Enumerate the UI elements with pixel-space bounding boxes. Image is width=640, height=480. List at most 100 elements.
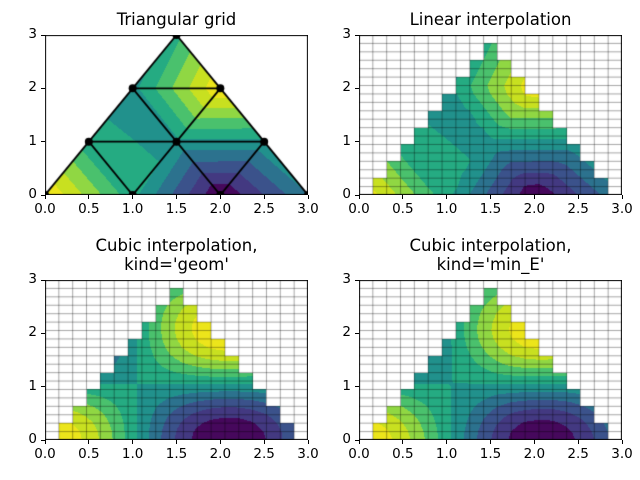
- x-tick-mark: [176, 195, 177, 199]
- x-tick-mark: [132, 195, 134, 199]
- y-tick-mark: [355, 386, 359, 388]
- y-tick-mark: [41, 141, 45, 143]
- subplot-cubic-min-e: Cubic interpolation, kind='min_E' 0.0 0.5…: [342, 236, 632, 462]
- x-tick-label: 0.0: [348, 201, 370, 217]
- y-tick-label: 2: [342, 79, 351, 96]
- subplot-title: Triangular grid: [116, 10, 237, 29]
- x-tick-mark: [263, 440, 265, 444]
- y-tick-mark: [41, 386, 45, 388]
- y-tick-mark: [41, 194, 45, 196]
- x-tick-label: 1.0: [121, 201, 144, 217]
- x-tick-label: 0.5: [392, 446, 414, 462]
- x-tick-label: 0.5: [78, 201, 100, 217]
- contour-plot-canvas: [45, 35, 308, 195]
- x-tick-label: 2.0: [209, 446, 232, 462]
- x-tick-label: 1.0: [435, 201, 458, 217]
- x-tick-mark: [358, 440, 360, 444]
- x-tick-label: 3.0: [611, 446, 633, 462]
- x-tick-label: 1.5: [479, 446, 502, 462]
- x-tick-label: 2.0: [523, 446, 546, 462]
- x-tick-mark: [621, 440, 623, 444]
- y-tick-label: 3: [342, 271, 351, 287]
- x-tick-mark: [44, 195, 46, 199]
- x-tick-label: 0.0: [34, 446, 56, 462]
- x-tick-label: 0.0: [348, 446, 370, 462]
- x-tick-mark: [490, 195, 491, 199]
- y-tick-mark: [41, 279, 45, 281]
- y-tick-mark: [355, 141, 359, 143]
- x-tick-label: 0.5: [78, 446, 100, 462]
- subplot-title: Cubic interpolation, kind='geom': [95, 236, 258, 274]
- x-tick-mark: [533, 195, 535, 199]
- x-tick-mark: [402, 195, 404, 199]
- subplot-title: Linear interpolation: [409, 10, 572, 29]
- y-tick-label: 0: [28, 186, 37, 202]
- subplot-cubic-geom: Cubic interpolation, kind='geom' 0.0 0.5 1…: [28, 236, 318, 462]
- x-tick-mark: [307, 440, 309, 444]
- x-tick-mark: [358, 195, 360, 199]
- y-tick-mark: [355, 34, 359, 36]
- y-tick-mark: [355, 279, 359, 281]
- x-tick-mark: [219, 195, 221, 199]
- y-tick-label: 1: [342, 132, 351, 149]
- subplot-linear-interpolation: Linear interpolation 0.0 0.5 1.0 1.5 2.0 2.5 3…: [342, 10, 632, 217]
- subplot-triangular-grid: Triangular grid 0.0 0.5 1.0 1.5 2.0 2.5 3.0 0 1 2…: [28, 10, 318, 217]
- y-tick-label: 3: [342, 26, 351, 42]
- x-tick-mark: [490, 440, 491, 444]
- y-tick-mark: [41, 332, 45, 334]
- y-tick-mark: [355, 332, 359, 334]
- y-tick-label: 2: [342, 324, 351, 341]
- x-tick-label: 1.0: [435, 446, 458, 462]
- x-tick-label: 0.5: [392, 201, 414, 217]
- y-tick-mark: [355, 87, 359, 89]
- x-tick-label: 3.0: [611, 201, 633, 217]
- x-tick-mark: [307, 195, 309, 199]
- y-tick-label: 0: [342, 431, 351, 447]
- y-tick-mark: [41, 34, 45, 36]
- x-tick-label: 1.5: [165, 446, 188, 462]
- x-tick-label: 2.5: [253, 201, 275, 217]
- x-tick-mark: [44, 440, 46, 444]
- x-tick-mark: [446, 195, 448, 199]
- y-tick-label: 2: [28, 324, 37, 341]
- x-tick-label: 1.0: [121, 446, 144, 462]
- x-tick-mark: [621, 195, 623, 199]
- x-tick-label: 1.5: [165, 201, 188, 217]
- x-tick-mark: [446, 440, 448, 444]
- contour-plot-canvas: [359, 35, 622, 195]
- y-tick-label: 1: [28, 377, 37, 394]
- x-tick-mark: [577, 195, 579, 199]
- x-tick-mark: [88, 195, 90, 199]
- x-tick-label: 0.0: [34, 201, 56, 217]
- x-tick-mark: [533, 440, 535, 444]
- contour-plot-canvas: [359, 280, 622, 440]
- y-tick-label: 2: [28, 79, 37, 96]
- x-tick-label: 3.0: [297, 201, 319, 217]
- x-tick-label: 2.5: [567, 446, 589, 462]
- x-tick-mark: [263, 195, 265, 199]
- subplot-title: Cubic interpolation, kind='min_E': [409, 236, 572, 274]
- x-tick-mark: [88, 440, 90, 444]
- y-tick-label: 0: [28, 431, 37, 447]
- y-tick-label: 3: [28, 271, 37, 287]
- y-tick-mark: [41, 87, 45, 89]
- x-tick-mark: [577, 440, 579, 444]
- x-tick-label: 2.5: [567, 201, 589, 217]
- y-tick-mark: [355, 439, 359, 441]
- y-tick-mark: [355, 194, 359, 196]
- x-tick-mark: [132, 440, 134, 444]
- y-tick-label: 1: [342, 377, 351, 394]
- x-tick-label: 2.5: [253, 446, 275, 462]
- contour-plot-canvas: [45, 280, 308, 440]
- y-tick-label: 3: [28, 26, 37, 42]
- x-tick-label: 3.0: [297, 446, 319, 462]
- y-tick-label: 0: [342, 186, 351, 202]
- x-tick-label: 2.0: [523, 201, 546, 217]
- x-tick-mark: [219, 440, 221, 444]
- x-tick-mark: [402, 440, 404, 444]
- x-tick-mark: [176, 440, 177, 444]
- x-tick-label: 2.0: [209, 201, 232, 217]
- y-tick-label: 1: [28, 132, 37, 149]
- y-tick-mark: [41, 439, 45, 441]
